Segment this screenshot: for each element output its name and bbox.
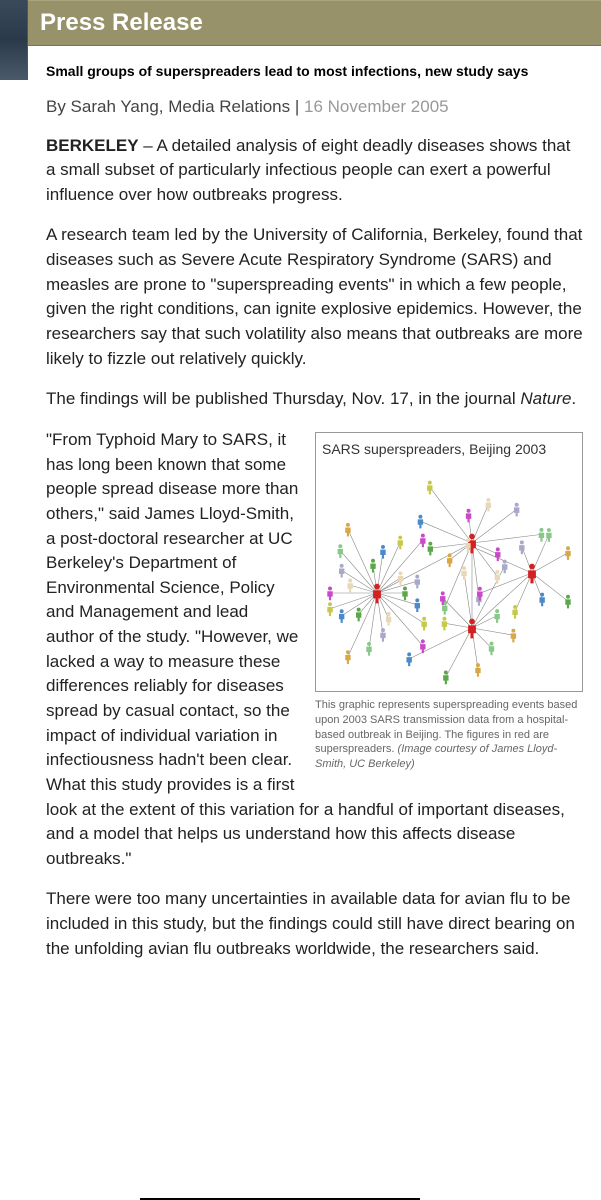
body-paragraph-2: A research team led by the University of…	[46, 223, 583, 371]
article-headline: Small groups of superspreaders lead to m…	[46, 62, 583, 81]
figure-caption: This graphic represents superspreading e…	[315, 698, 583, 772]
journal-name: Nature	[520, 389, 571, 408]
article-byline: By Sarah Yang, Media Relations | 16 Nove…	[46, 95, 583, 120]
p3-part-a: The findings will be published Thursday,…	[46, 389, 520, 408]
inline-figure: SARS superspreaders, Beijing 2003 This g…	[315, 432, 583, 772]
p3-part-b: .	[571, 389, 576, 408]
page-title: Press Release	[40, 9, 589, 37]
left-nav-sliver	[0, 0, 28, 80]
body-paragraph-3: The findings will be published Thursday,…	[46, 387, 583, 412]
byline-date: 16 November 2005	[304, 97, 449, 116]
superspreader-network-graphic	[322, 463, 576, 685]
figure-box: SARS superspreaders, Beijing 2003	[315, 432, 583, 692]
figure-title: SARS superspreaders, Beijing 2003	[322, 439, 576, 459]
press-release-header: Press Release	[28, 0, 601, 46]
article-body: Small groups of superspreaders lead to m…	[28, 46, 601, 993]
byline-author: By Sarah Yang, Media Relations	[46, 97, 290, 116]
lede-paragraph: BERKELEY – A detailed analysis of eight …	[46, 134, 583, 208]
byline-separator: |	[290, 97, 304, 116]
body-paragraph-5: There were too many uncertainties in ava…	[46, 887, 583, 961]
dateline-location: BERKELEY	[46, 136, 139, 155]
